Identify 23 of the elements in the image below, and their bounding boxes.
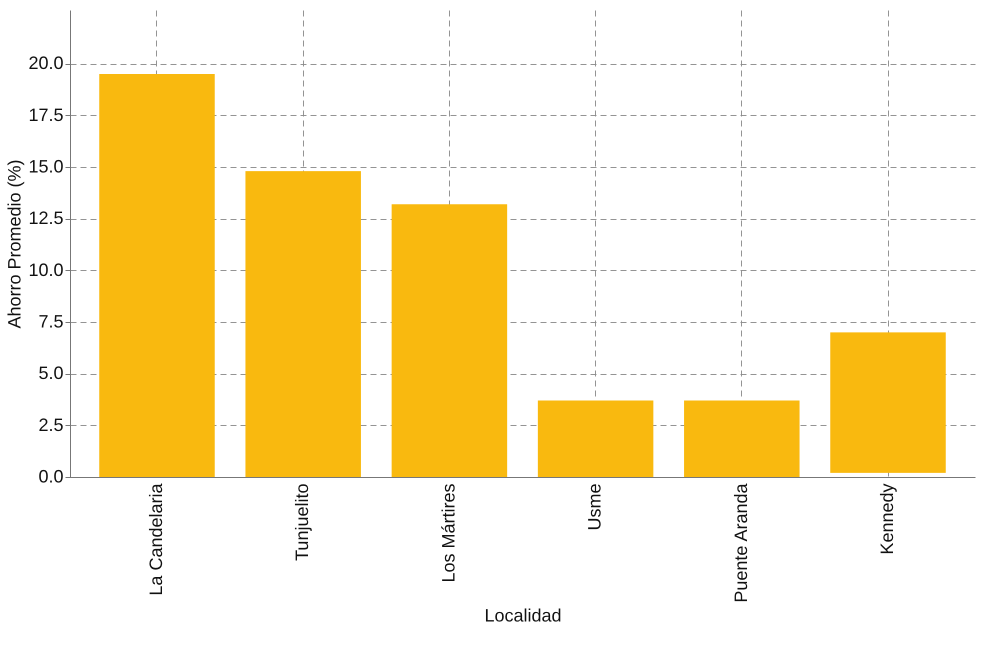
bar xyxy=(245,171,361,477)
x-axis-title: Localidad xyxy=(484,606,562,626)
x-tick-label: Puente Aranda xyxy=(730,482,751,603)
x-tick-label: Kennedy xyxy=(877,484,898,555)
x-tick-label: Los Mártires xyxy=(438,484,458,583)
y-tick-label: 17.5 xyxy=(28,104,64,125)
x-tick-label: La Candelaria xyxy=(146,482,166,596)
y-tick-label: 2.5 xyxy=(38,414,64,435)
bar xyxy=(538,400,654,477)
bar xyxy=(830,332,946,473)
y-tick-label: 12.5 xyxy=(28,208,64,228)
bar xyxy=(392,204,508,477)
y-tick-label: 20.0 xyxy=(28,53,64,74)
y-tick-label: 7.5 xyxy=(38,312,64,332)
y-axis-title: Ahorro Promedio (%) xyxy=(4,159,24,329)
y-tick-label: 0.0 xyxy=(38,466,64,486)
x-tick-label: Tunjuelito xyxy=(292,484,312,561)
y-tick-label: 5.0 xyxy=(38,363,64,384)
y-tick-label: 10.0 xyxy=(28,260,64,280)
bar xyxy=(684,400,800,477)
y-tick-label: 15.0 xyxy=(28,156,64,177)
x-tick-label: Usme xyxy=(584,484,605,531)
bar xyxy=(99,74,215,477)
